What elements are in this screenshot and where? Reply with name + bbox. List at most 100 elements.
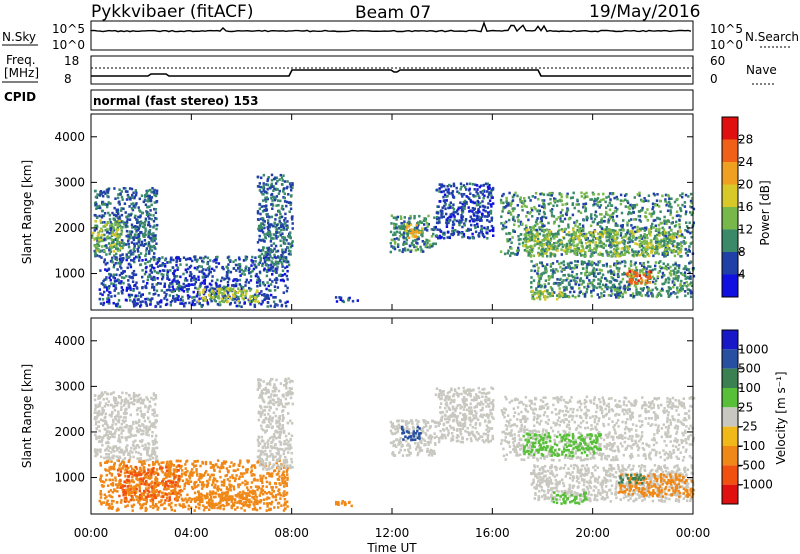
data-cell (442, 215, 445, 219)
data-cell (144, 284, 147, 288)
data-cell (163, 297, 166, 300)
data-cell (154, 446, 157, 450)
data-cell (132, 304, 136, 308)
data-cell (645, 281, 649, 285)
data-cell (658, 246, 661, 249)
data-cell (106, 230, 109, 234)
data-cell (522, 237, 526, 241)
data-cell (593, 269, 596, 272)
data-cell (676, 286, 679, 289)
data-cell (531, 297, 534, 300)
data-cell (687, 230, 690, 234)
data-cell (472, 218, 476, 221)
data-cell (575, 281, 578, 284)
data-cell (124, 298, 128, 302)
data-cell (536, 242, 539, 246)
data-cell (551, 292, 554, 296)
data-cell (477, 207, 480, 211)
data-cell (289, 250, 292, 253)
data-cell (542, 230, 546, 234)
data-cell (396, 215, 399, 219)
data-cell (669, 209, 672, 212)
data-cell (468, 236, 471, 240)
data-cell (107, 211, 110, 215)
data-cell (645, 272, 648, 276)
data-cell (556, 249, 559, 252)
data-cell (147, 241, 151, 244)
data-cell (586, 262, 589, 266)
data-cell (589, 233, 592, 237)
data-cell (111, 260, 114, 264)
data-cell (673, 225, 677, 228)
data-cell (451, 223, 455, 227)
data-cell (410, 231, 414, 235)
data-cell (598, 200, 602, 203)
data-cell (263, 240, 266, 243)
data-cell (124, 436, 127, 440)
data-cell (144, 270, 148, 274)
data-cell (143, 239, 147, 242)
data-cell (637, 250, 640, 253)
data-cell (184, 268, 187, 272)
data-cell (238, 278, 242, 282)
data-cell (287, 249, 291, 252)
data-cell (582, 227, 585, 231)
data-cell (168, 294, 172, 297)
data-cell (115, 230, 119, 234)
data-cell (631, 292, 635, 295)
data-cell (683, 267, 687, 270)
data-cell (666, 193, 670, 197)
data-cell (539, 284, 543, 288)
data-cell (94, 189, 97, 193)
data-cell (133, 233, 137, 236)
data-cell (221, 276, 224, 280)
data-cell (245, 257, 248, 261)
data-cell (390, 245, 393, 248)
data-cell (223, 291, 226, 294)
data-cell (530, 281, 533, 284)
data-cell (615, 260, 619, 263)
data-cell (163, 269, 166, 272)
data-cell (560, 292, 563, 296)
data-cell (592, 235, 596, 238)
data-cell (160, 300, 163, 304)
data-cell (148, 400, 151, 403)
data-cell (258, 238, 261, 242)
data-cell (538, 297, 542, 301)
data-cell (235, 278, 238, 281)
data-cell (408, 220, 411, 224)
data-cell (524, 236, 527, 240)
data-cell (454, 211, 458, 214)
data-cell (201, 275, 205, 279)
data-cell (188, 295, 191, 298)
data-cell (255, 265, 258, 269)
data-cell (581, 224, 585, 228)
data-cell (279, 221, 282, 225)
data-cell (664, 234, 668, 238)
data-cell (231, 289, 234, 293)
data-cell (672, 277, 675, 280)
data-cell (100, 233, 103, 237)
data-cell (617, 296, 620, 299)
data-cell (544, 279, 548, 282)
data-cell (572, 249, 575, 253)
data-cell (668, 200, 671, 204)
data-cell (271, 249, 274, 252)
data-cell (123, 425, 126, 429)
data-cell (175, 293, 179, 297)
data-cell (156, 301, 159, 304)
data-cell (103, 422, 107, 425)
data-cell (592, 286, 595, 290)
data-cell (563, 268, 566, 271)
data-cell (272, 242, 276, 245)
data-cell (291, 227, 294, 230)
data-cell (593, 197, 597, 201)
data-cell (112, 273, 115, 277)
data-cell (614, 296, 618, 299)
data-cell (567, 223, 570, 227)
data-cell (149, 213, 152, 217)
data-cell (129, 433, 133, 436)
data-cell (688, 250, 691, 253)
data-cell (565, 252, 568, 255)
data-cell (591, 283, 594, 287)
